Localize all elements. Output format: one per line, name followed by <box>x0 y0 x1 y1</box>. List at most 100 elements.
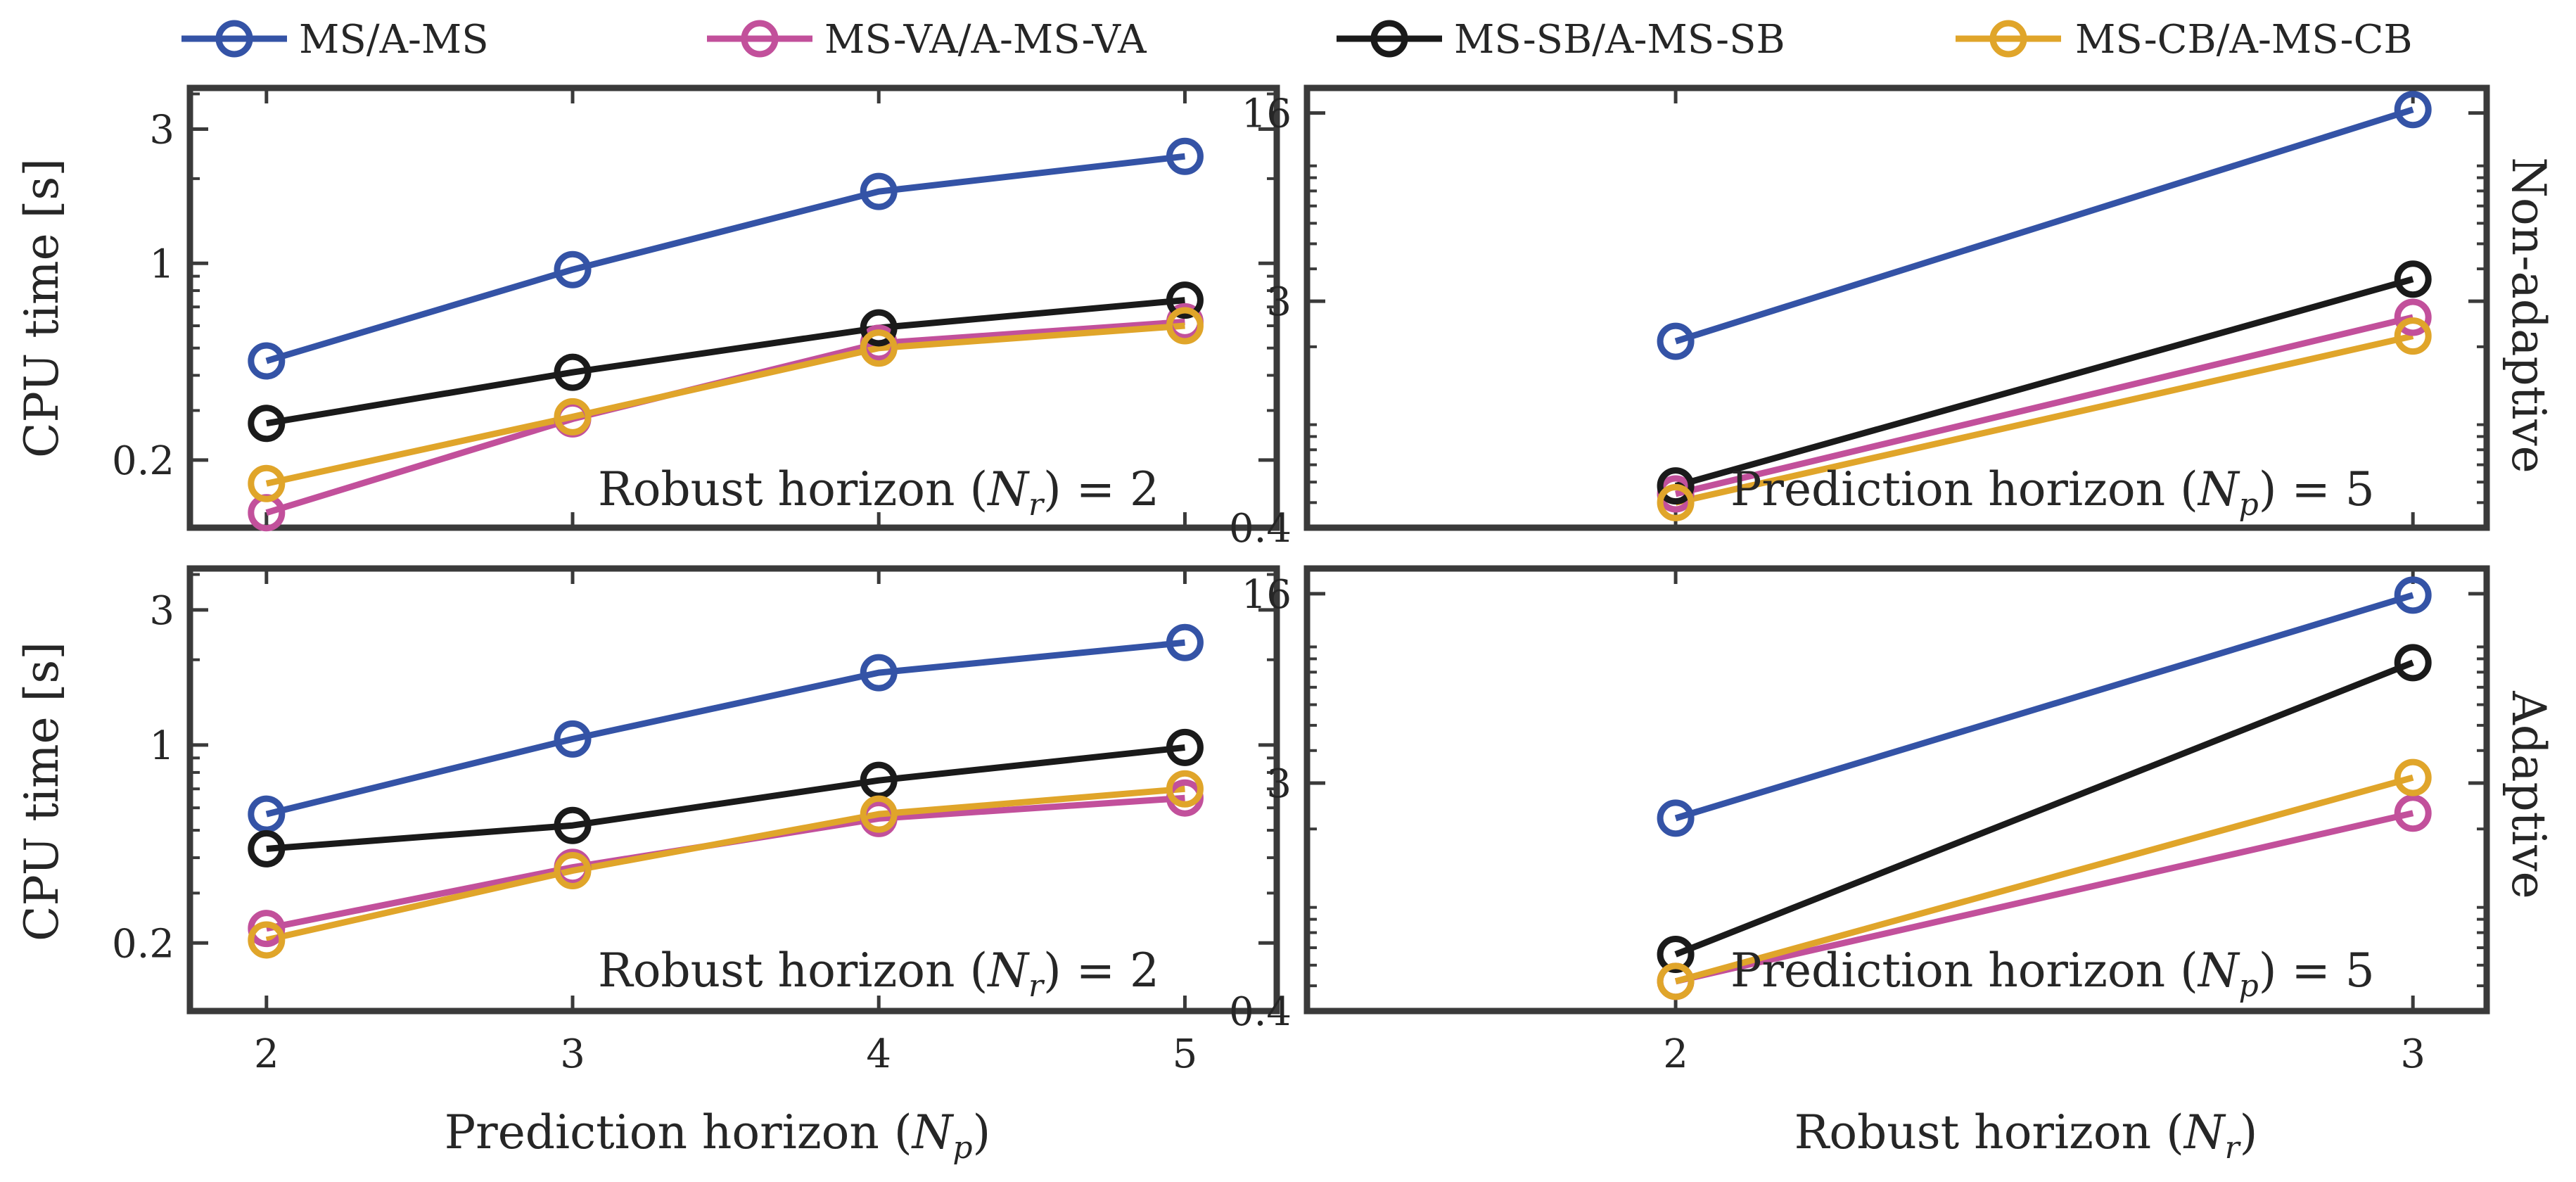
panel-top-left: 0.2 1 3 <box>112 84 1280 532</box>
data-point <box>860 654 898 692</box>
legend-swatch-marker <box>1370 20 1408 58</box>
plot-frame <box>1303 565 2490 1015</box>
x-tick-label: 2 <box>254 1031 279 1077</box>
data-point <box>554 353 592 391</box>
x-tick-label: 4 <box>866 1031 891 1077</box>
series-line-ms-cb-a-ms-cb <box>265 322 1185 487</box>
data-point <box>248 464 286 502</box>
y-axis-title-bottom: CPU time [s] <box>15 642 69 941</box>
data-point <box>2394 576 2432 614</box>
series-line-ms-sb-a-ms-sb <box>1674 659 2414 958</box>
legend-entry-ms-sb[interactable]: MS-SB/A-MS-SB <box>1337 17 1785 63</box>
data-point <box>2394 260 2432 298</box>
legend-label-ms-va: MS-VA/A-MS-VA <box>824 17 1147 63</box>
y-tick-label: 16 <box>1242 91 1292 137</box>
y-tick-label: 3 <box>149 588 174 634</box>
legend-entry-ms-cb[interactable]: MS-CB/A-MS-CB <box>1956 17 2413 63</box>
panel-top-right: 0.4 3 16 <box>1229 84 2490 552</box>
x-tick-label: 3 <box>560 1031 585 1077</box>
data-point <box>248 910 286 948</box>
data-point <box>860 329 898 367</box>
data-point <box>2394 644 2432 682</box>
y-tick-label: 3 <box>1266 761 1292 807</box>
legend-swatch-marker <box>741 20 779 58</box>
legend-label-ms-sb: MS-SB/A-MS-SB <box>1454 17 1785 63</box>
legend-swatch-marker <box>1989 20 2027 58</box>
series-line-ms-a-ms <box>1674 106 2414 345</box>
plot-frame <box>1303 84 2490 531</box>
panel-bottom-left: 0.2 1 3 2 3 4 5 <box>112 565 1280 1077</box>
x-tick-label: 5 <box>1173 1031 1198 1077</box>
series-line-ms-va-a-ms-va <box>1675 810 2414 985</box>
data-point <box>2394 794 2432 832</box>
row-label-adaptive: Adaptive <box>2501 690 2556 899</box>
y-tick-label: 3 <box>1266 279 1292 325</box>
data-point <box>554 720 592 758</box>
annotation-prediction-horizon-bottom: Prediction horizon (Np) = 5 <box>1730 943 2375 1004</box>
data-point <box>1657 799 1695 837</box>
data-point <box>554 806 592 844</box>
data-point <box>860 172 898 210</box>
legend-swatch-marker <box>215 20 253 58</box>
data-point <box>554 851 592 889</box>
series-line-ms-sb-a-ms-sb <box>266 744 1185 852</box>
data-point <box>1657 962 1695 1000</box>
y-tick-label: 16 <box>1242 572 1292 618</box>
y-axis-title-top: CPU time [s] <box>15 158 69 458</box>
data-point <box>2394 758 2432 796</box>
data-point <box>1657 322 1695 360</box>
data-point <box>1166 728 1204 766</box>
data-point <box>860 309 898 347</box>
y-tick-label: 0.2 <box>112 921 174 967</box>
series-line-ms-sb-a-ms-sb <box>1674 276 2414 489</box>
x-axis-title-left: Prediction horizon (Np) <box>445 1105 991 1166</box>
series-line-ms-cb-a-ms-cb <box>1674 774 2414 985</box>
data-point <box>554 250 592 288</box>
data-point <box>860 795 898 833</box>
series-line-ms-cb-a-ms-cb <box>1675 333 2414 506</box>
x-tick-label: 3 <box>2400 1031 2425 1077</box>
data-point <box>1166 137 1204 175</box>
legend-label-ms: MS/A-MS <box>299 17 489 63</box>
data-point <box>2394 317 2432 355</box>
annotation-robust-horizon-top: Robust horizon (Nr) = 2 <box>598 462 1159 523</box>
data-point <box>248 795 286 833</box>
series-line-ms-a-ms <box>265 639 1185 818</box>
y-tick-label: 0.2 <box>112 438 174 484</box>
y-tick-label: 1 <box>149 723 174 769</box>
series-line-ms-cb-a-ms-cb <box>265 785 1185 943</box>
data-point <box>1657 935 1695 973</box>
y-tick-label: 0.4 <box>1229 989 1292 1035</box>
x-tick-label: 2 <box>1663 1031 1688 1077</box>
legend: MS/A-MS MS-VA/A-MS-VA MS-SB/A-MS-SB MS-C… <box>181 17 2413 63</box>
legend-label-ms-cb: MS-CB/A-MS-CB <box>2075 17 2413 63</box>
data-point <box>554 398 592 436</box>
series-line-ms-va-a-ms-va <box>1675 314 2414 497</box>
series-line-ms-a-ms <box>265 153 1185 364</box>
data-point <box>1166 307 1204 345</box>
series-line-ms-sb-a-ms-sb <box>266 297 1185 427</box>
data-point <box>1166 770 1204 808</box>
data-point <box>248 921 286 959</box>
y-tick-label: 3 <box>149 107 174 153</box>
data-point <box>248 405 286 443</box>
data-point <box>248 830 286 868</box>
y-tick-label: 0.4 <box>1229 506 1292 552</box>
data-point <box>1657 467 1695 505</box>
data-point <box>1657 483 1695 521</box>
panel-bottom-right: 0.4 3 16 2 3 <box>1229 565 2490 1077</box>
annotation-prediction-horizon-top: Prediction horizon (Np) = 5 <box>1730 462 2375 523</box>
annotation-robust-horizon-bottom: Robust horizon (Nr) = 2 <box>598 943 1159 1004</box>
x-axis-title-right: Robust horizon (Nr) <box>1794 1105 2258 1166</box>
y-tick-label: 1 <box>149 241 174 287</box>
row-label-non-adaptive: Non-adaptive <box>2501 157 2556 473</box>
series-line-ms-a-ms <box>1674 592 2414 822</box>
data-point <box>2394 91 2432 129</box>
data-point <box>1166 623 1204 661</box>
data-point <box>1166 281 1204 319</box>
legend-entry-ms[interactable]: MS/A-MS <box>181 17 489 63</box>
data-point <box>248 342 286 380</box>
legend-entry-ms-va[interactable]: MS-VA/A-MS-VA <box>707 17 1147 63</box>
data-point <box>2394 298 2432 336</box>
